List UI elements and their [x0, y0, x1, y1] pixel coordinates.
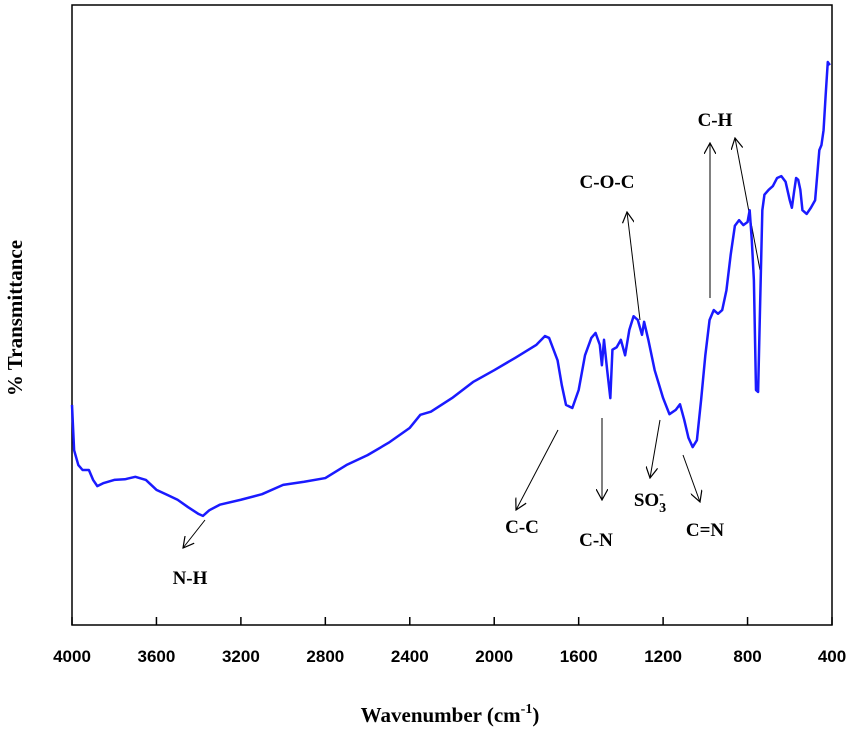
arrow	[183, 519, 206, 548]
annotation-text: C=N	[686, 520, 725, 541]
annotation-text: C-H	[698, 110, 733, 131]
x-tick-label: 3200	[222, 647, 260, 666]
annotation-text: C-C	[505, 517, 539, 538]
arrow	[735, 138, 761, 271]
annotation-text: C-O-C	[580, 172, 635, 193]
x-tick-label: 800	[733, 647, 761, 666]
x-tick-label: 4000	[53, 647, 91, 666]
x-tick-label: 400	[818, 647, 846, 666]
annotation: C-N	[579, 530, 613, 551]
arrows	[183, 138, 761, 548]
arrow	[650, 419, 661, 478]
annotation: C-O-C	[580, 172, 635, 193]
plot-frame	[71, 4, 833, 626]
spectrum-line	[70, 60, 831, 518]
x-label-sup: -1	[521, 702, 533, 717]
x-tick-label: 1200	[644, 647, 682, 666]
annotation-sup: -	[659, 487, 664, 502]
annotation: C-H	[698, 110, 733, 131]
annotation: C-C	[505, 517, 539, 538]
arrow	[627, 212, 641, 321]
annotation-text: N-H	[173, 568, 208, 589]
annotation: C=N	[686, 520, 725, 541]
annotation-text: SO	[634, 490, 659, 511]
y-axis-label: % Transmittance	[3, 240, 27, 396]
x-tick-label: 2400	[391, 647, 429, 666]
x-tick-label: 2000	[475, 647, 513, 666]
arrow	[682, 454, 700, 502]
annotation-text: C-N	[579, 530, 613, 551]
x-tick-label: 2800	[306, 647, 344, 666]
x-label-text: Wavenumber (cm	[361, 703, 522, 727]
arrow	[516, 429, 559, 510]
annotation: SO3-	[634, 487, 666, 516]
x-label-suffix: )	[532, 703, 539, 727]
x-axis-label: Wavenumber (cm-1)	[361, 702, 540, 727]
annotation-sub: 3	[659, 501, 666, 516]
x-tick-label: 1600	[560, 647, 598, 666]
x-tick-label: 3600	[138, 647, 176, 666]
annotation: N-H	[173, 568, 208, 589]
